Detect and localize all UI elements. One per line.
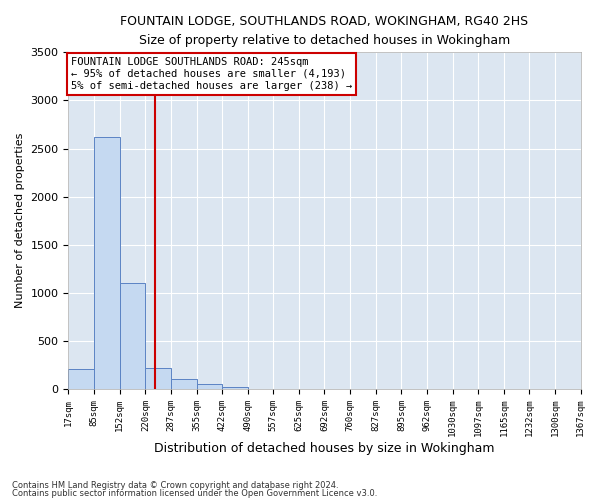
Y-axis label: Number of detached properties: Number of detached properties bbox=[15, 133, 25, 308]
Title: FOUNTAIN LODGE, SOUTHLANDS ROAD, WOKINGHAM, RG40 2HS
Size of property relative t: FOUNTAIN LODGE, SOUTHLANDS ROAD, WOKINGH… bbox=[121, 15, 529, 47]
Text: Contains public sector information licensed under the Open Government Licence v3: Contains public sector information licen… bbox=[12, 489, 377, 498]
Text: FOUNTAIN LODGE SOUTHLANDS ROAD: 245sqm
← 95% of detached houses are smaller (4,1: FOUNTAIN LODGE SOUTHLANDS ROAD: 245sqm ←… bbox=[71, 58, 352, 90]
Text: Contains HM Land Registry data © Crown copyright and database right 2024.: Contains HM Land Registry data © Crown c… bbox=[12, 480, 338, 490]
Bar bbox=[68, 369, 94, 389]
Bar bbox=[171, 380, 197, 389]
Bar bbox=[94, 137, 120, 389]
Bar bbox=[145, 368, 171, 389]
Bar bbox=[119, 284, 145, 389]
X-axis label: Distribution of detached houses by size in Wokingham: Distribution of detached houses by size … bbox=[154, 442, 495, 455]
Bar bbox=[197, 384, 223, 389]
Bar bbox=[222, 387, 248, 389]
